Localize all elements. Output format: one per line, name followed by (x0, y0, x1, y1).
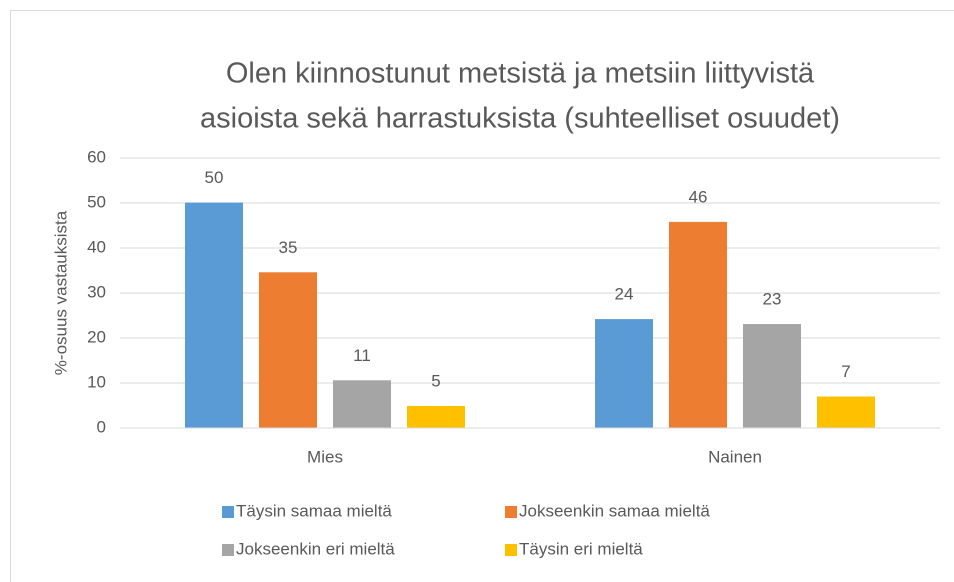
legend-label: Täysin eri mieltä (519, 539, 643, 558)
bar (185, 202, 243, 428)
x-tick-label: Nainen (708, 447, 762, 466)
bar (407, 405, 465, 428)
data-label: 35 (279, 238, 298, 257)
legend-swatch (505, 506, 517, 518)
legend-label: Jokseenkin eri mieltä (236, 539, 395, 558)
y-tick-label: 20 (87, 327, 106, 346)
y-tick-label: 10 (87, 372, 106, 391)
bar (817, 396, 875, 428)
y-tick-label: 40 (87, 237, 106, 256)
bar (259, 272, 317, 428)
legend-swatch (505, 544, 517, 556)
legend-swatch (222, 506, 234, 518)
data-label: 5 (431, 371, 440, 390)
data-label: 50 (205, 168, 224, 187)
x-tick-label: Mies (307, 447, 343, 466)
data-label: 46 (689, 187, 708, 206)
bar (595, 319, 653, 428)
data-label: 24 (615, 285, 634, 304)
data-label: 23 (763, 290, 782, 309)
chart-border (10, 10, 954, 582)
y-tick-label: 30 (87, 282, 106, 301)
y-tick-label: 50 (87, 192, 106, 211)
y-tick-label: 0 (97, 417, 106, 436)
y-tick-label: 60 (87, 147, 106, 166)
legend-label: Täysin samaa mieltä (236, 501, 392, 520)
bar (669, 221, 727, 428)
legend-swatch (222, 544, 234, 556)
chart-title: Olen kiinnostunut metsistä ja metsiin li… (226, 58, 815, 90)
bar (743, 324, 801, 428)
bar (333, 380, 391, 428)
chart-title: asioista sekä harrastuksista (suhteellis… (200, 103, 840, 135)
data-label: 11 (353, 346, 371, 365)
y-axis-label: %-osuus vastauksista (51, 210, 70, 375)
legend-label: Jokseenkin samaa mieltä (519, 501, 710, 520)
data-label: 7 (841, 362, 850, 381)
